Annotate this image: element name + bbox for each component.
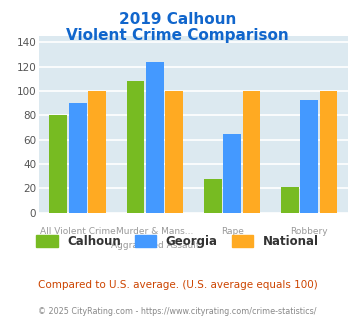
Text: Aggravated Assault: Aggravated Assault: [111, 241, 199, 249]
Bar: [223, 134, 241, 213]
Text: Robbery: Robbery: [290, 227, 328, 236]
Bar: [88, 91, 106, 213]
Text: Violent Crime Comparison: Violent Crime Comparison: [66, 28, 289, 43]
Bar: [127, 82, 144, 213]
Text: Compared to U.S. average. (U.S. average equals 100): Compared to U.S. average. (U.S. average …: [38, 280, 317, 290]
Bar: [300, 100, 318, 213]
Text: Rape: Rape: [221, 227, 244, 236]
Bar: [146, 62, 164, 213]
Text: © 2025 CityRating.com - https://www.cityrating.com/crime-statistics/: © 2025 CityRating.com - https://www.city…: [38, 307, 317, 316]
Bar: [320, 91, 338, 213]
Text: Murder & Mans...: Murder & Mans...: [116, 227, 193, 236]
Text: 2019 Calhoun: 2019 Calhoun: [119, 12, 236, 26]
Bar: [204, 179, 222, 213]
Bar: [281, 187, 299, 213]
Bar: [242, 91, 260, 213]
Text: All Violent Crime: All Violent Crime: [40, 227, 115, 236]
Legend: Calhoun, Georgia, National: Calhoun, Georgia, National: [32, 231, 323, 253]
Bar: [49, 115, 67, 213]
Bar: [165, 91, 183, 213]
Bar: [69, 103, 87, 213]
